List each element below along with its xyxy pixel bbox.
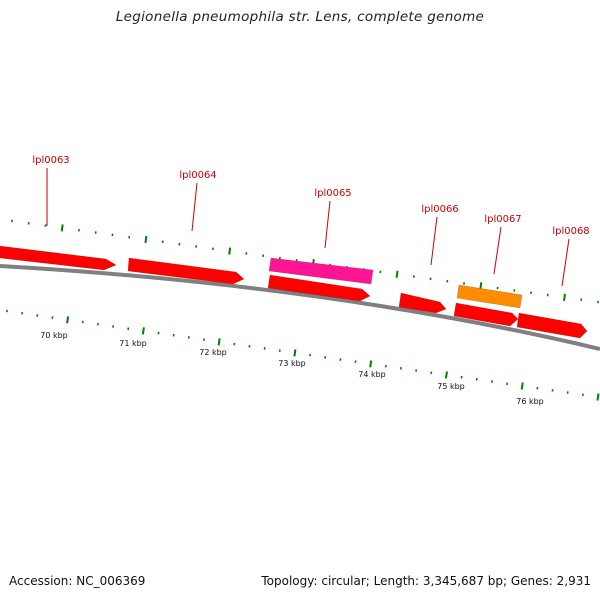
outer-tick-ring: [11, 219, 599, 304]
outer-major-tick: [144, 235, 148, 244]
inner-major-tick: [596, 393, 600, 401]
scale-label-layer: 70 kbp 71 kbp 72 kbp 73 kbp 74 kbp 75 kbp 76 k…: [40, 331, 544, 406]
gene-label-lpl0067: lpl0067: [484, 214, 521, 225]
inner-major-tick: [444, 371, 448, 379]
inner-major-tick: [520, 382, 524, 390]
highlighted-cds-pink: [268, 257, 374, 285]
cds-arrow: [267, 274, 371, 302]
gene-leader-line: [493, 226, 502, 275]
feature-track: [0, 245, 588, 339]
cds-arrow: [0, 245, 117, 271]
cds-arrow: [516, 312, 588, 339]
inner-major-tick: [293, 349, 297, 357]
scale-label: 73 kbp: [278, 359, 306, 368]
gene-leader-line: [430, 216, 438, 266]
inner-major-tick: [217, 338, 221, 346]
map-title: Legionella pneumophila str. Lens, comple…: [115, 9, 485, 25]
inner-major-tick: [141, 327, 145, 335]
gene-label-lpl0065: lpl0065: [314, 188, 351, 199]
gene-label-lpl0066: lpl0066: [421, 204, 458, 215]
outer-major-tick: [228, 247, 232, 255]
gene-leader-line: [561, 238, 570, 287]
outer-major-tick: [60, 224, 64, 232]
inner-tick-ring: [6, 309, 600, 401]
cds-arrow: [453, 302, 519, 327]
genome-backbone: [0, 264, 600, 351]
accession-text: Accession: NC_006369: [9, 574, 146, 588]
outer-major-tick: [479, 282, 483, 290]
scale-label: 76 kbp: [516, 397, 544, 406]
inner-major-tick: [66, 316, 70, 324]
outer-major-tick: [563, 293, 566, 301]
gene-label-lpl0064: lpl0064: [179, 170, 216, 181]
inner-major-tick: [369, 360, 373, 368]
cds-arrow: [127, 257, 245, 285]
scale-label: 71 kbp: [119, 339, 147, 348]
cds-arrow: [398, 292, 447, 314]
outer-major-tick: [395, 270, 399, 278]
gene-label-lpl0068: lpl0068: [552, 226, 589, 237]
gene-label-layer: lpl0063 lpl0064 lpl0065 lpl0066 lpl0067 lpl00…: [32, 155, 590, 287]
gene-label-lpl0063: lpl0063: [32, 155, 69, 166]
gene-leader-line: [191, 182, 198, 232]
highlighted-cds-orange: [456, 284, 523, 309]
scale-label: 70 kbp: [40, 331, 68, 340]
genome-summary-text: Topology: circular; Length: 3,345,687 bp…: [261, 574, 591, 588]
scale-label: 74 kbp: [358, 370, 386, 379]
scale-label: 72 kbp: [199, 348, 227, 357]
gene-leader-line: [324, 200, 331, 249]
scale-label: 75 kbp: [437, 382, 465, 391]
